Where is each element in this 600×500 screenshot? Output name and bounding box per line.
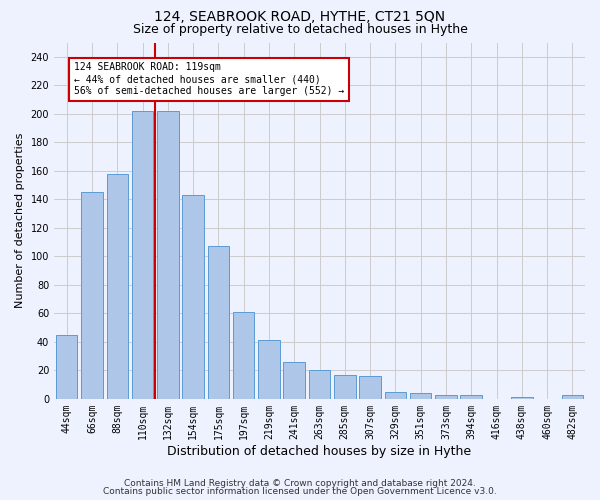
Text: Contains HM Land Registry data © Crown copyright and database right 2024.: Contains HM Land Registry data © Crown c… — [124, 478, 476, 488]
Bar — [460, 394, 482, 399]
Bar — [283, 362, 305, 399]
Bar — [258, 340, 280, 399]
Bar — [107, 174, 128, 399]
Bar — [182, 195, 204, 399]
Bar — [410, 393, 431, 399]
Bar — [385, 392, 406, 399]
Bar — [157, 111, 179, 399]
Bar — [309, 370, 330, 399]
Bar — [56, 334, 77, 399]
Bar — [233, 312, 254, 399]
Text: 124, SEABROOK ROAD, HYTHE, CT21 5QN: 124, SEABROOK ROAD, HYTHE, CT21 5QN — [154, 10, 446, 24]
Bar — [208, 246, 229, 399]
Y-axis label: Number of detached properties: Number of detached properties — [15, 133, 25, 308]
Bar — [359, 376, 381, 399]
Text: Size of property relative to detached houses in Hythe: Size of property relative to detached ho… — [133, 22, 467, 36]
X-axis label: Distribution of detached houses by size in Hythe: Distribution of detached houses by size … — [167, 444, 472, 458]
Text: Contains public sector information licensed under the Open Government Licence v3: Contains public sector information licen… — [103, 487, 497, 496]
Text: 124 SEABROOK ROAD: 119sqm
← 44% of detached houses are smaller (440)
56% of semi: 124 SEABROOK ROAD: 119sqm ← 44% of detac… — [74, 62, 344, 96]
Bar — [562, 394, 583, 399]
Bar — [132, 111, 153, 399]
Bar — [511, 398, 533, 399]
Bar — [435, 394, 457, 399]
Bar — [81, 192, 103, 399]
Bar — [334, 374, 356, 399]
